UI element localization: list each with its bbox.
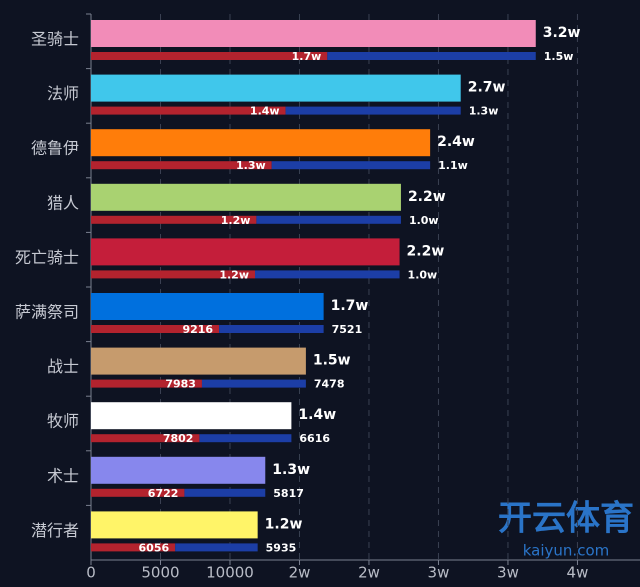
segment-bar: [199, 434, 292, 443]
segment-label: 5935: [266, 541, 297, 554]
segment-bar: [91, 488, 185, 497]
segment-label: 1.3w: [236, 159, 266, 172]
total-bar: [91, 238, 400, 266]
segment-bar: [256, 215, 401, 224]
x-tick-label: 2w: [289, 564, 311, 582]
segment-label: 1.5w: [544, 50, 574, 63]
y-tick-label: 死亡骑士: [15, 248, 79, 267]
segment-label: 1.0w: [408, 268, 438, 281]
segment-label: 5817: [273, 487, 304, 500]
watermark-title: 开云体育: [498, 499, 634, 539]
x-tick-label: 3w: [428, 564, 450, 582]
segment-bar: [175, 543, 258, 552]
segment-label: 6056: [139, 541, 170, 554]
total-bar: [91, 402, 292, 430]
segment-label: 6722: [148, 487, 179, 500]
y-tick-label: 圣骑士: [31, 30, 79, 49]
segment-bar: [327, 52, 536, 60]
y-tick-label: 萨满祭司: [15, 303, 79, 322]
segment-label: 7521: [332, 323, 363, 336]
total-label: 1.7w: [331, 298, 369, 314]
total-bar: [91, 293, 324, 320]
segment-label: 1.3w: [469, 105, 499, 118]
segment-label: 1.2w: [221, 214, 251, 227]
segment-label: 9216: [182, 323, 213, 336]
segment-bar: [271, 161, 431, 170]
segment-label: 1.4w: [250, 105, 280, 118]
total-label: 2.2w: [407, 243, 445, 259]
total-label: 2.4w: [437, 134, 475, 150]
total-label: 2.2w: [408, 189, 446, 205]
total-label: 1.5w: [313, 353, 351, 369]
segment-label: 1.0w: [409, 214, 439, 227]
segment-bar: [184, 488, 266, 497]
watermark-url: kaiyun.com: [523, 542, 609, 560]
segment-label: 1.7w: [292, 50, 322, 63]
y-tick-label: 战士: [47, 357, 79, 376]
total-label: 1.3w: [272, 462, 310, 478]
total-bar: [91, 511, 258, 539]
total-label: 1.2w: [265, 516, 303, 532]
segment-bar: [91, 325, 220, 333]
y-tick-label: 德鲁伊: [31, 139, 79, 158]
segment-label: 7478: [314, 378, 345, 391]
total-bar: [91, 347, 306, 375]
total-bar: [91, 456, 266, 484]
segment-bar: [91, 270, 256, 279]
segment-bar: [91, 543, 176, 552]
segment-bar: [91, 52, 328, 60]
y-tick-label: 猎人: [47, 193, 79, 212]
total-label: 2.7w: [468, 80, 506, 96]
total-bar: [91, 129, 431, 157]
segment-bar: [255, 270, 400, 279]
y-tick-label: 法师: [47, 84, 79, 103]
x-tick-label: 3w: [497, 564, 519, 582]
x-tick-label: 0: [86, 564, 96, 582]
segment-bar: [91, 106, 286, 115]
total-label: 1.4w: [298, 407, 336, 423]
x-tick-label: 4w: [567, 564, 589, 582]
segment-label: 6616: [299, 432, 330, 445]
total-bar: [91, 20, 536, 47]
total-bar: [91, 183, 401, 211]
x-tick-label: 5000: [141, 564, 179, 582]
segment-bar: [91, 161, 272, 170]
y-tick-label: 潜行者: [31, 521, 79, 540]
x-tick-label: 2w: [358, 564, 380, 582]
segment-bar: [91, 434, 200, 443]
x-tick-label: 10000: [206, 564, 254, 582]
total-bar: [91, 74, 461, 102]
segment-label: 7983: [165, 378, 196, 391]
segment-bar: [285, 106, 461, 115]
segment-bar: [91, 379, 202, 388]
segment-label: 1.2w: [219, 268, 249, 281]
segment-bar: [201, 379, 306, 388]
y-tick-label: 牧师: [47, 412, 79, 431]
y-tick-label: 术士: [47, 466, 79, 485]
segment-bar: [219, 325, 324, 333]
segment-label: 1.1w: [438, 159, 468, 172]
segment-label: 7802: [163, 432, 194, 445]
segment-bar: [91, 215, 257, 224]
total-label: 3.2w: [543, 25, 581, 41]
